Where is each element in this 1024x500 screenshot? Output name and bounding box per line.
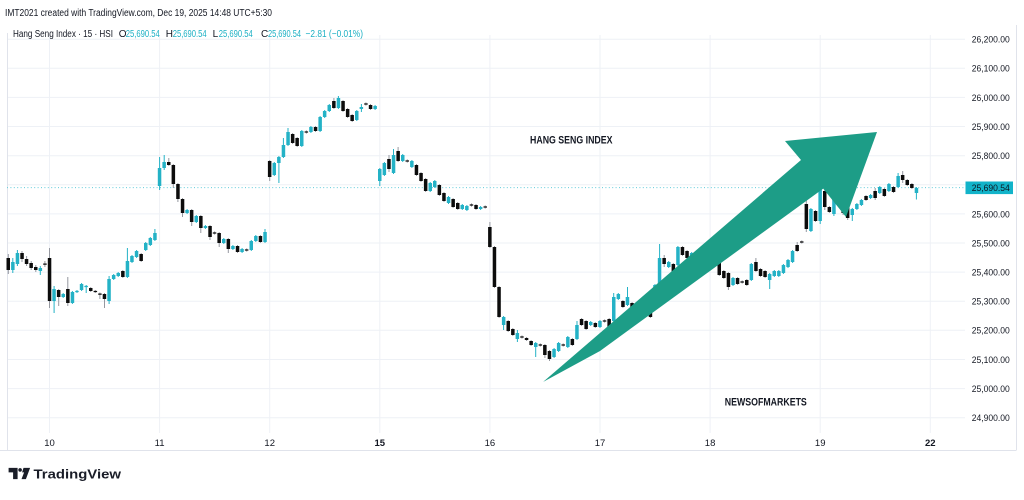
svg-text:25,800.00: 25,800.00 bbox=[972, 151, 1010, 162]
svg-text:26,100.00: 26,100.00 bbox=[972, 64, 1010, 75]
svg-text:19: 19 bbox=[815, 438, 826, 449]
svg-text:25,600.00: 25,600.00 bbox=[972, 209, 1010, 220]
svg-text:24,900.00: 24,900.00 bbox=[972, 413, 1010, 424]
svg-text:25,100.00: 25,100.00 bbox=[972, 355, 1010, 366]
svg-text:O: O bbox=[119, 29, 127, 40]
svg-text:16: 16 bbox=[485, 438, 496, 449]
svg-text:25,690.54: 25,690.54 bbox=[972, 183, 1010, 194]
svg-text:25,500.00: 25,500.00 bbox=[972, 238, 1010, 249]
svg-text:TradingView: TradingView bbox=[34, 466, 123, 481]
svg-text:18: 18 bbox=[705, 438, 716, 449]
svg-text:25,690.54: 25,690.54 bbox=[126, 29, 160, 40]
svg-text:25,900.00: 25,900.00 bbox=[972, 122, 1010, 133]
svg-text:IMT2021 created with TradingVi: IMT2021 created with TradingView.com, De… bbox=[5, 8, 272, 19]
svg-text:Hang Seng Index · 15 · HSI: Hang Seng Index · 15 · HSI bbox=[13, 29, 113, 40]
svg-text:12: 12 bbox=[264, 438, 275, 449]
svg-text:H: H bbox=[166, 29, 173, 40]
svg-text:10: 10 bbox=[44, 438, 55, 449]
svg-text:11: 11 bbox=[155, 438, 165, 449]
svg-text:25,000.00: 25,000.00 bbox=[972, 384, 1010, 395]
svg-text:26,000.00: 26,000.00 bbox=[972, 93, 1010, 104]
svg-text:NEWSOFMARKETS: NEWSOFMARKETS bbox=[725, 396, 807, 408]
svg-text:C: C bbox=[261, 29, 268, 40]
svg-text:22: 22 bbox=[925, 438, 936, 449]
svg-text:25,200.00: 25,200.00 bbox=[972, 326, 1010, 337]
svg-text:26,200.00: 26,200.00 bbox=[972, 35, 1010, 46]
svg-text:25,400.00: 25,400.00 bbox=[972, 268, 1010, 279]
svg-text:25,300.00: 25,300.00 bbox=[972, 297, 1010, 308]
svg-text:17: 17 bbox=[595, 438, 606, 449]
svg-text:25,690.54: 25,690.54 bbox=[268, 29, 301, 40]
svg-text:HANG SENG INDEX: HANG SENG INDEX bbox=[530, 134, 613, 146]
svg-text:−2.81 (−0.01%): −2.81 (−0.01%) bbox=[306, 29, 364, 40]
svg-text:15: 15 bbox=[375, 438, 386, 449]
svg-text:L: L bbox=[213, 29, 219, 40]
svg-text:25,690.54: 25,690.54 bbox=[173, 29, 207, 40]
svg-text:25,690.54: 25,690.54 bbox=[219, 29, 253, 40]
